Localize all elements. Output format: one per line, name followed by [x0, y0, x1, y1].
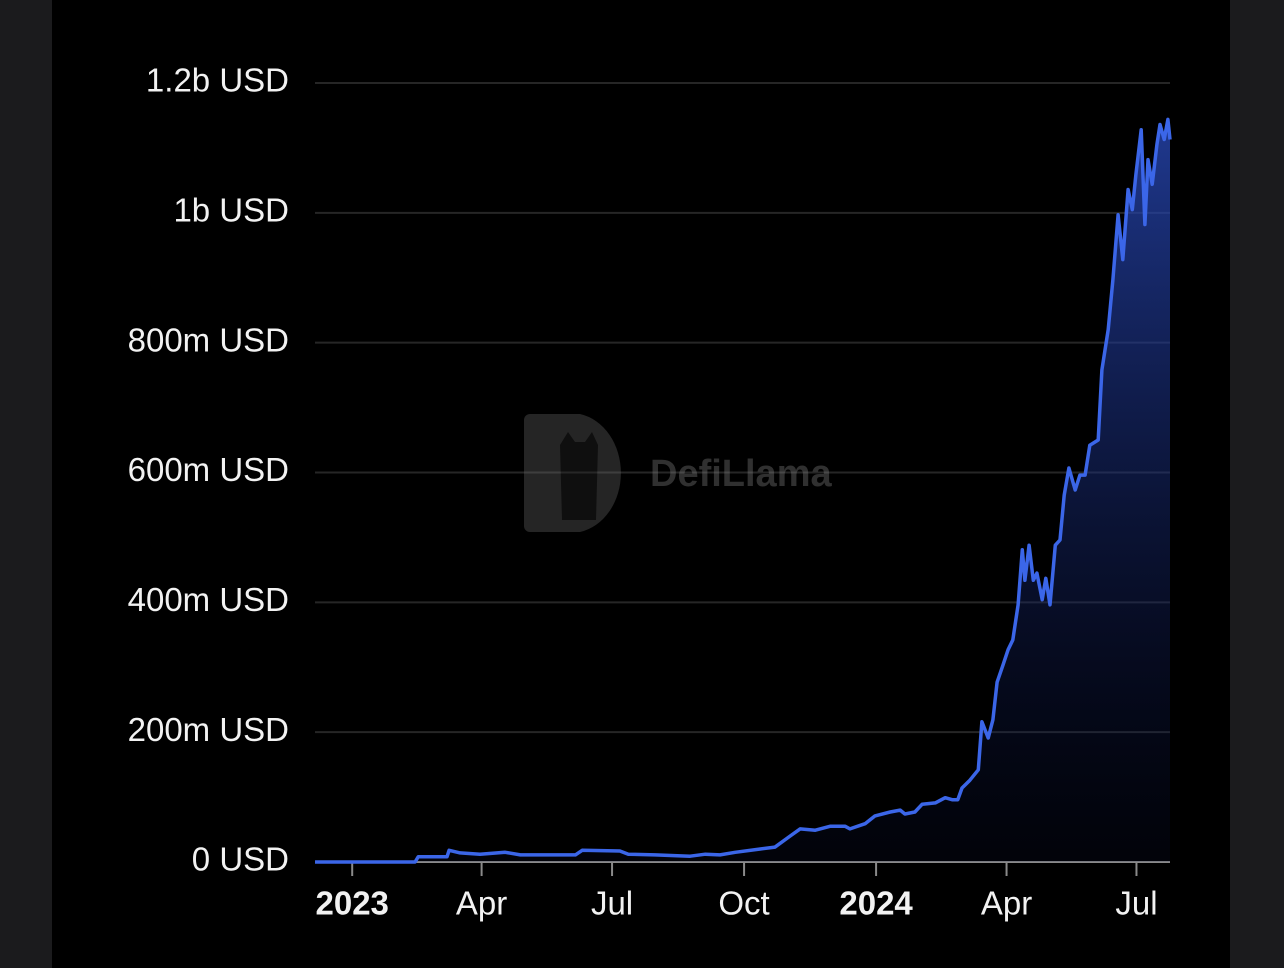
- plot-area: 0 USD 200m USD 400m USD 600m USD 800m USD 1b …: [128, 62, 1172, 922]
- y-tick-label: 800m USD: [128, 321, 289, 358]
- x-tick-label: Apr: [981, 885, 1032, 922]
- x-tick-label: 2023: [315, 885, 388, 922]
- x-tick-label: 2024: [839, 885, 913, 922]
- y-tick-label: 200m USD: [128, 711, 289, 748]
- side-panel: [1230, 0, 1284, 968]
- area-fill: [315, 119, 1170, 862]
- y-tick-label: 600m USD: [128, 451, 289, 488]
- x-tick-label: Jul: [591, 885, 633, 922]
- y-tick-label: 1.2b USD: [146, 62, 289, 99]
- watermark-logo: [524, 414, 621, 532]
- y-tick-label: 0 USD: [192, 841, 289, 878]
- watermark-llama: [560, 432, 598, 520]
- x-tick-label: Oct: [718, 885, 769, 922]
- line: [315, 117, 1172, 864]
- x-tick-label: Jul: [1115, 885, 1157, 922]
- y-tick-label: 1b USD: [173, 192, 289, 229]
- x-tick-label: Apr: [456, 885, 507, 922]
- watermark-text: DefiLlama: [650, 453, 832, 495]
- watermark: DefiLlama: [524, 414, 832, 532]
- side-panel: [0, 0, 52, 968]
- y-tick-label: 400m USD: [128, 581, 289, 618]
